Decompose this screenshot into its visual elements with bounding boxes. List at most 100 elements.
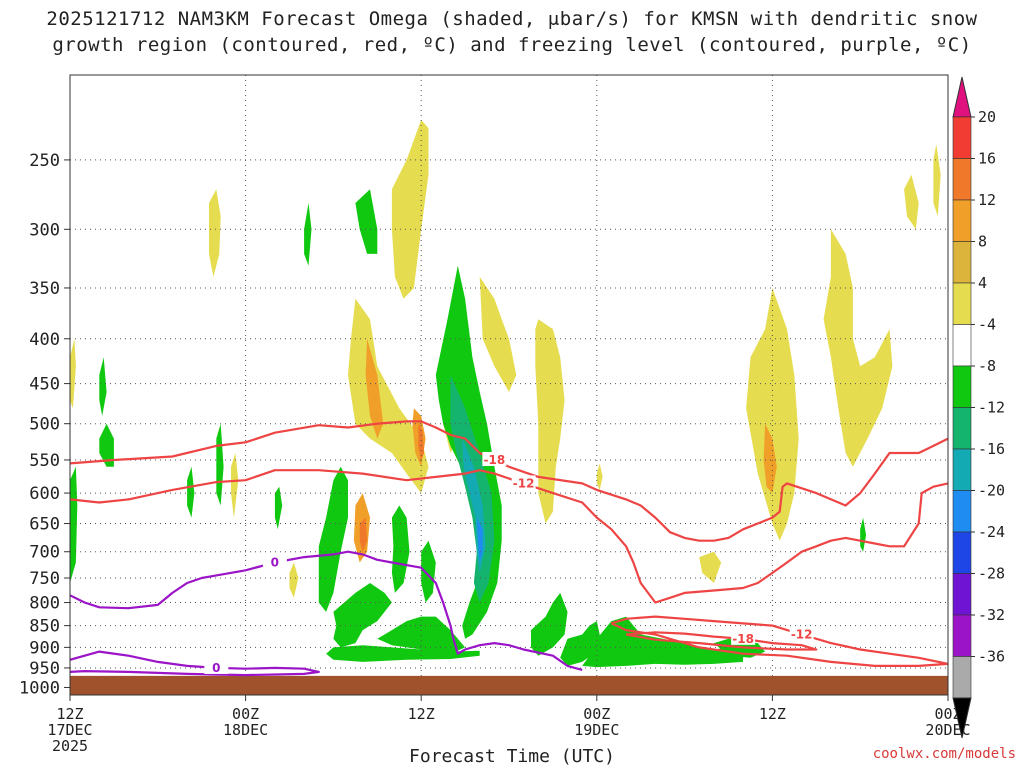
contour-label-bg (204, 659, 229, 674)
omega-shade-neg4-1 (355, 189, 378, 254)
colorbar-label: -36 (978, 648, 1005, 666)
y-tick-label-450: 450 (29, 375, 60, 395)
y-tick-label-950: 950 (29, 659, 60, 679)
contour-label: -18 (484, 453, 506, 467)
omega-shade-4-7 (746, 288, 799, 541)
contour-label-bg (731, 630, 756, 645)
colorbar-label: -28 (978, 565, 1005, 583)
omega-shade-neg4-0 (304, 203, 312, 266)
omega-shade-4-2 (348, 298, 429, 494)
y-tick-label-650: 650 (29, 515, 60, 535)
colorbar-min-arrow (952, 697, 972, 739)
contour-dendritic-neg18-lower (625, 631, 818, 651)
x-tick-label: 18DEC (223, 721, 268, 739)
colorbar-label: -32 (978, 606, 1005, 624)
colorbar-swatch (952, 365, 972, 408)
omega-shade-12-1 (418, 423, 425, 460)
terrain-surface (70, 675, 948, 695)
omega-shade-8-0 (365, 338, 384, 439)
contour-dendritic-neg12-lower (610, 615, 948, 667)
x-tick-label: 2025 (52, 737, 88, 755)
omega-shade-4-4 (479, 276, 517, 392)
omega-shade-4-6 (596, 463, 603, 490)
omega-shade-neg4-8 (333, 583, 392, 648)
colorbar-label: -12 (978, 399, 1005, 417)
colorbar-label: -4 (978, 316, 996, 334)
omega-shade-neg4-2 (99, 357, 107, 416)
colorbar-swatch (952, 324, 972, 367)
omega-shade-4-9 (904, 174, 919, 230)
colorbar-label: -20 (978, 482, 1005, 500)
colorbar-swatch (952, 199, 972, 242)
contour-dendritic-neg12 (70, 469, 948, 604)
omega-shade-neg4-9 (391, 505, 410, 593)
colorbar-label: -16 (978, 440, 1005, 458)
y-tick-label-250: 250 (29, 151, 60, 171)
contour-label-bg (482, 451, 507, 466)
contour-label: -18 (732, 632, 754, 646)
omega-shade-neg4-15 (560, 621, 600, 666)
chart-title-line-2: growth region (contoured, red, ºC) and f… (52, 34, 972, 56)
contour-label-bg (511, 475, 536, 490)
omega-shade-4-5 (535, 319, 565, 524)
colorbar-label: 16 (978, 150, 996, 168)
y-tick-label-700: 700 (29, 543, 60, 563)
y-tick-label-850: 850 (29, 617, 60, 637)
colorbar-swatch (952, 116, 972, 159)
omega-shade-neg4-7 (318, 466, 348, 612)
contour-label: 0 (271, 555, 279, 569)
contour-label: 0 (212, 661, 220, 675)
x-tick-label: 12Z (759, 705, 786, 723)
contour-freezing-level-lower (70, 650, 320, 677)
y-tick-label-300: 300 (29, 220, 60, 240)
source-credit[interactable]: coolwx.com/models (872, 746, 1016, 762)
contour-freezing-level (70, 550, 583, 671)
colorbar-swatch (952, 158, 972, 201)
x-tick-label: 19DEC (574, 721, 619, 739)
x-tick-label: 00Z (232, 705, 259, 723)
colorbar-label: -24 (978, 523, 1005, 541)
omega-shade-4-1 (391, 119, 429, 299)
omega-shade-neg16-0 (476, 517, 483, 563)
omega-shade-neg4-14 (531, 592, 568, 656)
plot-frame (69, 74, 949, 696)
colorbar-swatch (952, 448, 972, 491)
x-axis-title: Forecast Time (UTC) (409, 746, 615, 767)
x-tick-label: 17DEC (47, 721, 92, 739)
x-tick-label: 00Z (583, 705, 610, 723)
colorbar-label: 4 (978, 274, 987, 292)
y-tick-label-800: 800 (29, 594, 60, 614)
colorbar-label: 8 (978, 233, 987, 251)
omega-shade-12-0 (359, 517, 368, 552)
y-tick-label-400: 400 (29, 330, 60, 350)
contour-label-bg (789, 626, 814, 641)
y-tick-label-500: 500 (29, 415, 60, 435)
x-tick-label: 00Z (934, 705, 961, 723)
omega-shade-4-0 (209, 189, 221, 277)
contour-label: -12 (513, 476, 535, 490)
colorbar-swatch (952, 531, 972, 574)
colorbar-swatch (952, 282, 972, 325)
contour-label-bg (262, 554, 287, 569)
y-tick-label-1000: 1000 (19, 678, 60, 698)
colorbar-swatch (952, 656, 972, 699)
omega-shade-neg4-19 (187, 466, 195, 518)
omega-shade-4-10 (933, 144, 941, 217)
contour-dendritic-neg18 (70, 420, 948, 542)
omega-shade-neg4-3 (99, 423, 114, 467)
y-tick-label-550: 550 (29, 451, 60, 471)
x-tick-label: 12Z (408, 705, 435, 723)
y-tick-label-600: 600 (29, 484, 60, 504)
x-tick-label: 12Z (56, 705, 83, 723)
colorbar-swatch (952, 241, 972, 284)
colorbar-max-arrow (952, 76, 972, 118)
colorbar-swatch (952, 573, 972, 616)
omega-shade-4-12 (699, 551, 722, 583)
colorbar-swatch (952, 407, 972, 450)
omega-shade-4-11 (70, 338, 76, 409)
colorbar-swatch (952, 490, 972, 533)
omega-shade-neg4-4 (70, 466, 78, 583)
omega-shade-neg4-5 (216, 423, 224, 506)
omega-shade-8-3 (763, 423, 777, 494)
